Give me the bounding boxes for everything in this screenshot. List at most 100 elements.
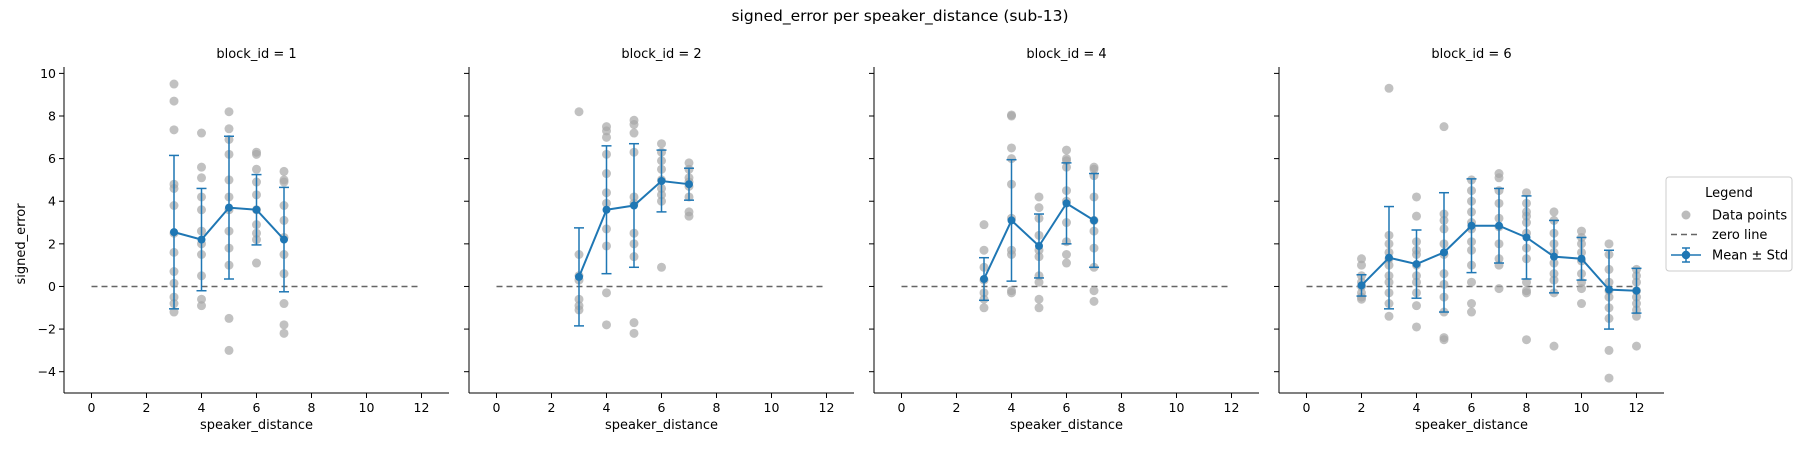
mean-marker (1467, 221, 1476, 230)
data-point (197, 128, 206, 138)
mean-marker (575, 272, 583, 281)
mean-marker (657, 176, 666, 185)
mean-marker (1632, 286, 1641, 295)
panel-title: block_id = 6 (1431, 47, 1511, 62)
x-tick-label: 8 (308, 400, 316, 415)
legend-data-points-label: Data points (1712, 209, 1787, 224)
data-point (1412, 192, 1421, 202)
data-point (657, 262, 666, 272)
mean-marker (1357, 281, 1366, 290)
data-point (1089, 286, 1099, 296)
mean-marker (280, 235, 288, 244)
y-tick-label: −4 (38, 364, 56, 379)
x-tick-label: 2 (953, 400, 961, 415)
data-point (1007, 288, 1016, 298)
legend-data-points-marker (1681, 210, 1691, 220)
x-axis-label: speaker_distance (1010, 418, 1123, 433)
data-point (602, 126, 611, 136)
panels: block_id = 1 0 2 4 6 8 10 12 −4 −2 0 2 4 6 8 10 speaker_… (38, 47, 1664, 433)
data-point (197, 173, 206, 183)
mean-marker (197, 235, 206, 244)
data-point (1467, 299, 1476, 309)
mean-marker (170, 228, 178, 237)
mean-marker (252, 205, 261, 214)
mean-marker (1522, 233, 1531, 242)
data-point (169, 79, 179, 89)
data-point (1034, 294, 1044, 304)
x-tick-label: 6 (1063, 400, 1071, 415)
x-tick-label: 10 (764, 400, 780, 415)
data-point (1007, 111, 1016, 121)
data-point (979, 220, 989, 230)
data-point (279, 320, 289, 330)
panel-1: block_id = 1 0 2 4 6 8 10 12 −4 −2 0 2 4 6 8 10 speaker_… (38, 47, 449, 433)
legend-title: Legend (1705, 186, 1753, 201)
y-tick-label: −2 (38, 322, 56, 337)
data-point (602, 288, 611, 298)
data-point (169, 307, 179, 317)
data-point (1034, 303, 1044, 313)
x-tick-label: 12 (819, 400, 835, 415)
data-point (1357, 294, 1366, 304)
data-point (1089, 296, 1099, 306)
mean-marker (1385, 253, 1393, 262)
mean-marker (1035, 241, 1043, 250)
legend-mean-std-marker (1671, 247, 1701, 263)
panel-4: block_id = 6 0 2 4 6 8 10 12 speaker_distance (1274, 47, 1664, 433)
x-axis-label: speaker_distance (605, 418, 718, 433)
data-point (1494, 173, 1504, 183)
data-point (279, 166, 289, 176)
data-point (1522, 288, 1531, 298)
data-point (1062, 258, 1071, 268)
data-point (1604, 373, 1614, 383)
y-tick-label: 8 (48, 109, 56, 124)
mean-marker (1550, 252, 1558, 261)
data-point (1522, 277, 1531, 287)
x-tick-label: 4 (198, 400, 206, 415)
y-tick-label: 2 (48, 236, 56, 251)
mean-marker (1412, 260, 1421, 269)
data-point (1494, 284, 1504, 294)
x-tick-label: 4 (1413, 400, 1421, 415)
data-point (574, 107, 584, 117)
data-point (1089, 164, 1099, 174)
legend-frame (1665, 176, 1793, 272)
legend: Legend Data points zero line Mean ± Std (1665, 176, 1793, 272)
x-tick-label: 10 (1169, 400, 1185, 415)
data-point (197, 162, 206, 172)
data-point (224, 124, 234, 134)
x-tick-label: 10 (359, 400, 375, 415)
x-tick-label: 6 (658, 400, 666, 415)
data-point (1034, 203, 1044, 213)
data-point (279, 177, 289, 187)
x-tick-label: 12 (1224, 400, 1240, 415)
y-tick-label: 10 (40, 66, 56, 81)
data-point (1412, 301, 1421, 311)
data-point (1604, 345, 1614, 355)
data-point (684, 211, 694, 221)
y-tick-label: 6 (48, 151, 56, 166)
data-point (657, 139, 666, 149)
data-point (1577, 284, 1586, 294)
data-point (252, 149, 261, 159)
y-axis-label: signed_error (14, 203, 29, 285)
data-point (979, 245, 989, 255)
x-tick-label: 2 (1358, 400, 1366, 415)
data-point (1062, 145, 1071, 155)
data-point (629, 120, 639, 130)
mean-marker (1090, 216, 1098, 225)
data-point (1604, 239, 1614, 249)
x-tick-label: 0 (898, 400, 906, 415)
data-point (252, 258, 261, 268)
data-point (1384, 83, 1394, 93)
x-tick-label: 12 (1629, 400, 1645, 415)
data-point (1034, 277, 1044, 287)
mean-marker (1007, 216, 1016, 225)
data-point (1007, 154, 1016, 164)
data-point (602, 132, 611, 142)
data-point (684, 158, 694, 168)
x-tick-label: 2 (548, 400, 556, 415)
data-point (1549, 207, 1559, 217)
data-point (1062, 250, 1071, 260)
mean-marker (1577, 254, 1586, 263)
